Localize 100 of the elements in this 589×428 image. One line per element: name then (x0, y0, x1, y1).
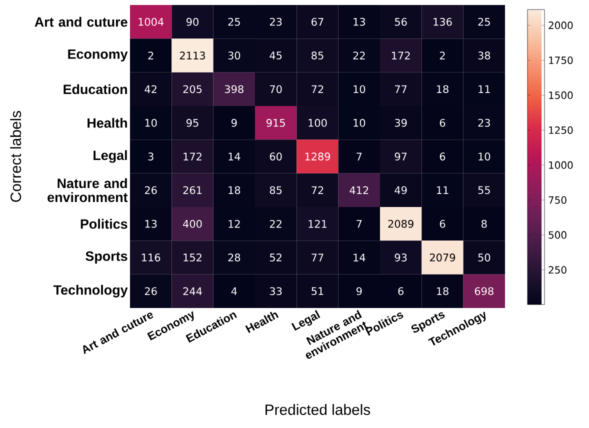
data-label: 11 (436, 186, 448, 194)
data-label: 22 (353, 52, 365, 60)
data-label: 18 (436, 85, 448, 94)
data-label: 9 (356, 287, 362, 296)
data-label: 244 (183, 287, 202, 296)
data-label: 55 (478, 186, 490, 194)
color-bar-label: 500 (548, 231, 566, 239)
data-label: 93 (394, 254, 407, 262)
data-label: 72 (312, 186, 324, 194)
y-axis-title: Correct labels (10, 110, 22, 202)
data-label: 26 (144, 186, 157, 194)
data-label: 13 (354, 18, 365, 26)
y-tick-label: Education (64, 84, 127, 94)
data-label: 14 (354, 254, 366, 262)
data-label: 28 (228, 254, 240, 262)
y-tick-label: Nature and environment (48, 178, 128, 202)
y-tick-label: Health (88, 118, 127, 128)
data-label: 77 (312, 254, 324, 262)
data-label: 400 (183, 220, 202, 228)
data-label: 1289 (305, 152, 330, 160)
data-label: 9 (231, 118, 237, 127)
color-bar-label: 750 (548, 196, 566, 204)
data-label: 38 (478, 52, 490, 60)
data-label: 77 (395, 85, 407, 93)
data-label: 2 (148, 52, 154, 60)
color-bar-label: 1000 (549, 161, 573, 169)
data-label: 4 (231, 287, 237, 295)
data-label: 56 (394, 18, 407, 26)
color-bar-label: 1750 (549, 56, 573, 64)
data-label: 2 (440, 52, 445, 60)
data-label: 8 (482, 220, 487, 228)
data-label: 85 (270, 186, 282, 194)
data-label: 22 (270, 220, 282, 228)
data-label: 6 (440, 152, 446, 160)
data-label: 7 (356, 152, 362, 160)
data-label: 72 (312, 85, 324, 94)
data-label: 2113 (180, 52, 205, 60)
data-label: 3 (148, 152, 154, 160)
color-bar-label: 250 (548, 266, 566, 274)
y-tick-label: Sports (86, 251, 128, 264)
data-label: 85 (312, 52, 324, 60)
data-label: 23 (478, 118, 490, 127)
data-label: 10 (478, 152, 490, 160)
data-label: 11 (478, 85, 490, 93)
y-tick-label: Art and cuture (34, 16, 128, 27)
data-label: 49 (394, 186, 407, 194)
data-label: 18 (436, 287, 448, 296)
data-label: 97 (394, 152, 407, 160)
data-label: 1004 (138, 18, 164, 26)
data-label: 23 (270, 18, 282, 26)
data-label: 412 (350, 186, 368, 194)
data-label: 261 (183, 186, 202, 194)
y-tick-label: Technology (53, 284, 128, 298)
data-label: 7 (356, 220, 362, 228)
data-label: 52 (270, 254, 282, 262)
data-label: 915 (266, 118, 285, 127)
data-label: 205 (183, 85, 202, 94)
data-label: 33 (270, 287, 282, 296)
data-label: 70 (270, 85, 282, 94)
y-tick-label: Politics (80, 218, 128, 229)
data-label: 39 (394, 118, 407, 127)
data-label: 26 (144, 287, 157, 296)
data-label: 18 (228, 186, 240, 194)
data-label: 172 (184, 152, 202, 160)
data-label: 95 (186, 118, 198, 127)
data-label: 2089 (388, 220, 414, 228)
x-axis-title: Predicted labels (266, 404, 370, 415)
data-label: 152 (184, 254, 202, 262)
data-label: 172 (392, 52, 410, 60)
data-label: 6 (440, 118, 446, 127)
data-label: 121 (308, 220, 327, 228)
color-bar-label: 1250 (549, 126, 573, 134)
data-label: 42 (144, 85, 156, 94)
y-tick-label: Economy (68, 49, 128, 62)
data-label: 698 (474, 287, 494, 296)
data-label: 398 (224, 85, 244, 94)
y-tick-label: Legal (94, 150, 127, 163)
data-label: 6 (440, 220, 446, 228)
data-label: 30 (228, 52, 240, 60)
data-label: 12 (228, 220, 240, 228)
data-label: 136 (434, 18, 452, 26)
data-label: 100 (308, 118, 327, 127)
data-label: 45 (270, 52, 282, 60)
data-label: 90 (186, 18, 198, 26)
data-label: 51 (312, 287, 324, 296)
data-label: 25 (228, 18, 240, 26)
data-label: 25 (478, 18, 490, 26)
data-label: 10 (354, 85, 366, 94)
data-label: 6 (398, 287, 404, 296)
color-bar-label: 1500 (549, 91, 573, 99)
data-label: 60 (270, 152, 282, 160)
data-label: 10 (354, 118, 366, 127)
data-label: 13 (145, 220, 157, 228)
data-label: 2079 (430, 254, 456, 262)
data-label: 50 (478, 254, 490, 262)
color-bar-label: 2000 (548, 22, 573, 30)
data-label: 116 (142, 254, 160, 262)
data-label: 14 (228, 152, 240, 160)
data-label: 10 (145, 118, 157, 127)
data-label: 67 (312, 18, 324, 26)
